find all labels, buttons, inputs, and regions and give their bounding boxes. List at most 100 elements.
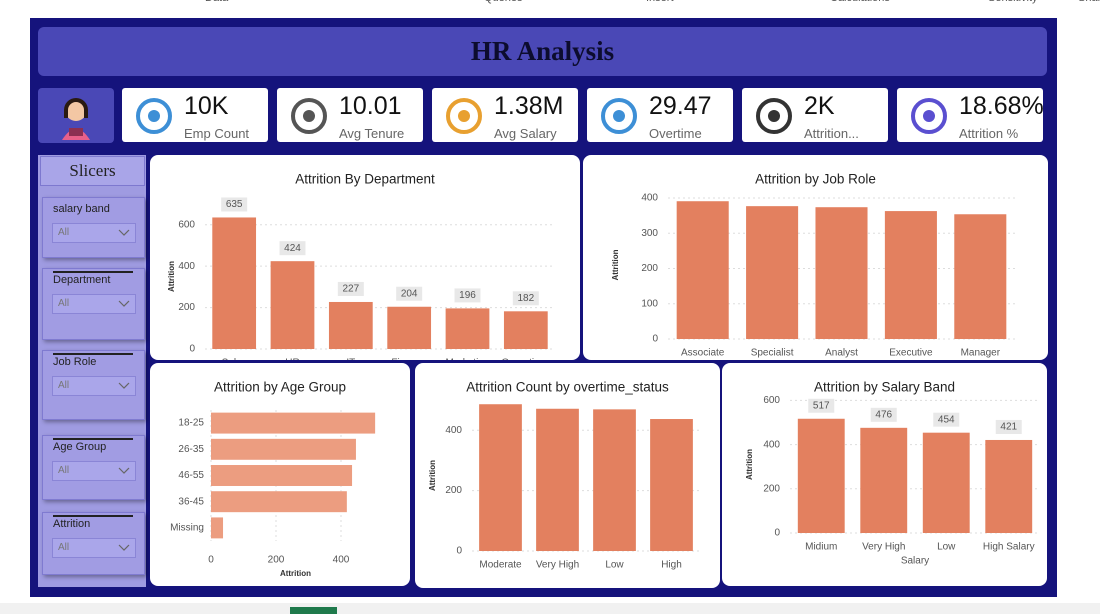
x-tick-label: 400: [333, 555, 350, 566]
x-axis-label: Attrition: [280, 569, 311, 578]
x-tick-label: 0: [208, 555, 214, 566]
ribbon-tab[interactable]: Data: [205, 0, 228, 4]
chart: Attrition By Department 0 200 400 600 Attriti…: [167, 172, 555, 360]
data-label: 424: [284, 243, 301, 254]
data-label: 196: [459, 290, 476, 301]
data-label: 635: [226, 199, 243, 210]
slicer-dropdown[interactable]: All: [52, 538, 136, 558]
chart-card: Attrition by Age Group 0 200 400 18-25 26-35 4…: [150, 363, 410, 586]
bar: [445, 308, 490, 349]
kpi-card: 1.38M Avg Salary: [432, 88, 578, 142]
status-bar: [0, 603, 1100, 614]
chart-card: Attrition Count by overtime_status 0 200 40…: [415, 363, 720, 588]
icon-shape: [601, 98, 637, 134]
y-tick-label: 36-45: [178, 496, 204, 507]
x-tick-label: Operations: [501, 358, 550, 360]
data-label-bg: [870, 407, 897, 422]
y-tick-label: 26-35: [178, 444, 204, 455]
slicer-selection: All: [58, 227, 70, 238]
chart-title: Attrition by Salary Band: [814, 380, 955, 395]
icon-shape: [458, 110, 470, 122]
x-tick-label: IT: [346, 358, 355, 360]
bar: [676, 201, 729, 339]
kpi-icon: [136, 98, 172, 134]
kpi-label: Avg Salary: [494, 126, 557, 141]
data-label: 421: [1000, 422, 1017, 433]
chart-title: Attrition by Job Role: [755, 172, 876, 187]
y-axis-label: Attrition: [167, 261, 176, 292]
slicer[interactable]: Age Group All: [42, 435, 145, 500]
bar: [797, 418, 845, 533]
kpi-icon: [601, 98, 637, 134]
kpi-value: 29.47: [649, 92, 712, 120]
icon-shape: [446, 98, 482, 134]
bar: [387, 306, 432, 349]
slicer-dropdown[interactable]: All: [52, 294, 136, 314]
data-label-bg: [995, 419, 1022, 434]
icon-shape: [613, 110, 625, 122]
chart-title: Attrition by Age Group: [214, 380, 346, 395]
bar: [860, 427, 908, 533]
kpi-label: Attrition %: [959, 126, 1019, 141]
ribbon-tab[interactable]: Insert: [646, 0, 674, 4]
y-tick-label: 0: [652, 334, 658, 345]
x-tick-label: Low: [937, 542, 956, 553]
slicer-dropdown[interactable]: All: [52, 223, 136, 243]
y-tick-label: 400: [641, 193, 658, 204]
slicer[interactable]: Department All: [42, 268, 145, 340]
slicer-label: Attrition: [53, 518, 91, 530]
data-label-bg: [808, 398, 835, 413]
ribbon-tab[interactable]: Sensitivity: [988, 0, 1038, 4]
chart: Attrition by Job Role 0 100 200 300 400 Attrit…: [611, 172, 1015, 359]
y-axis-label: Attrition: [745, 449, 754, 480]
bar: [328, 301, 373, 349]
kpi-icon: [756, 98, 792, 134]
icon-shape: [136, 98, 172, 134]
chevron-path: [118, 229, 130, 236]
title-bar: HR Analysis: [38, 27, 1047, 76]
bar: [650, 419, 693, 551]
data-label: 204: [401, 288, 418, 299]
y-tick-label: 46-55: [178, 470, 204, 481]
chart: Attrition by Salary Band 0 200 400 600 Attrit…: [745, 380, 1040, 567]
chevron: [118, 229, 130, 236]
slicer-dropdown[interactable]: All: [52, 461, 136, 481]
icon-shape: [768, 110, 780, 122]
y-tick-label: 200: [178, 302, 195, 313]
bar: [815, 207, 868, 339]
y-tick-label: 600: [178, 219, 195, 230]
icon-shape: [148, 110, 160, 122]
slicer-rule: [53, 271, 133, 273]
x-tick-label: Midium: [805, 542, 837, 553]
x-tick-label: High: [661, 560, 682, 571]
bar: [884, 211, 937, 339]
bar: [211, 491, 347, 513]
data-label-bg: [337, 281, 364, 296]
y-tick-label: 600: [763, 395, 780, 406]
slicer[interactable]: salary band All: [42, 197, 145, 258]
bar: [211, 412, 376, 434]
kpi-icon: [911, 98, 947, 134]
chevron-path: [118, 467, 130, 474]
y-tick-label: 200: [641, 263, 658, 274]
ribbon-tab[interactable]: Queries: [484, 0, 523, 4]
data-label-bg: [933, 412, 960, 427]
slicer-dropdown[interactable]: All: [52, 376, 136, 396]
kpi-card: 10K Emp Count: [122, 88, 268, 142]
ribbon-tab[interactable]: Calculations: [830, 0, 890, 4]
slicer[interactable]: Job Role All: [42, 350, 145, 420]
data-label: 517: [813, 400, 830, 411]
x-tick-label: Executive: [889, 348, 933, 359]
data-label-bg: [396, 286, 423, 301]
y-tick-label: 400: [178, 261, 195, 272]
chart-card: Attrition by Job Role 0 100 200 300 400 Attrit…: [583, 155, 1048, 360]
chart-title: Attrition By Department: [295, 172, 435, 187]
slicer-label: Department: [53, 274, 111, 286]
data-label: 227: [342, 284, 359, 295]
y-tick-label: 18-25: [178, 418, 204, 429]
ribbon-tab[interactable]: Shar: [1078, 0, 1100, 4]
page-tab[interactable]: [290, 607, 337, 614]
chevron-path: [118, 300, 130, 307]
slicer[interactable]: Attrition All: [42, 512, 145, 575]
kpi-icon: [291, 98, 327, 134]
